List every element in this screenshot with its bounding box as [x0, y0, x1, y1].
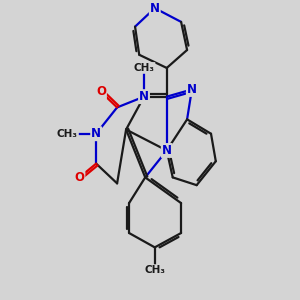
Text: CH₃: CH₃: [134, 63, 154, 73]
Text: N: N: [139, 90, 149, 103]
Text: N: N: [91, 127, 101, 140]
Text: N: N: [187, 83, 197, 96]
Text: O: O: [96, 85, 106, 98]
Text: N: N: [162, 144, 172, 157]
Text: O: O: [74, 171, 84, 184]
Text: CH₃: CH₃: [57, 129, 78, 139]
Text: CH₃: CH₃: [144, 265, 165, 275]
Text: N: N: [150, 2, 160, 15]
